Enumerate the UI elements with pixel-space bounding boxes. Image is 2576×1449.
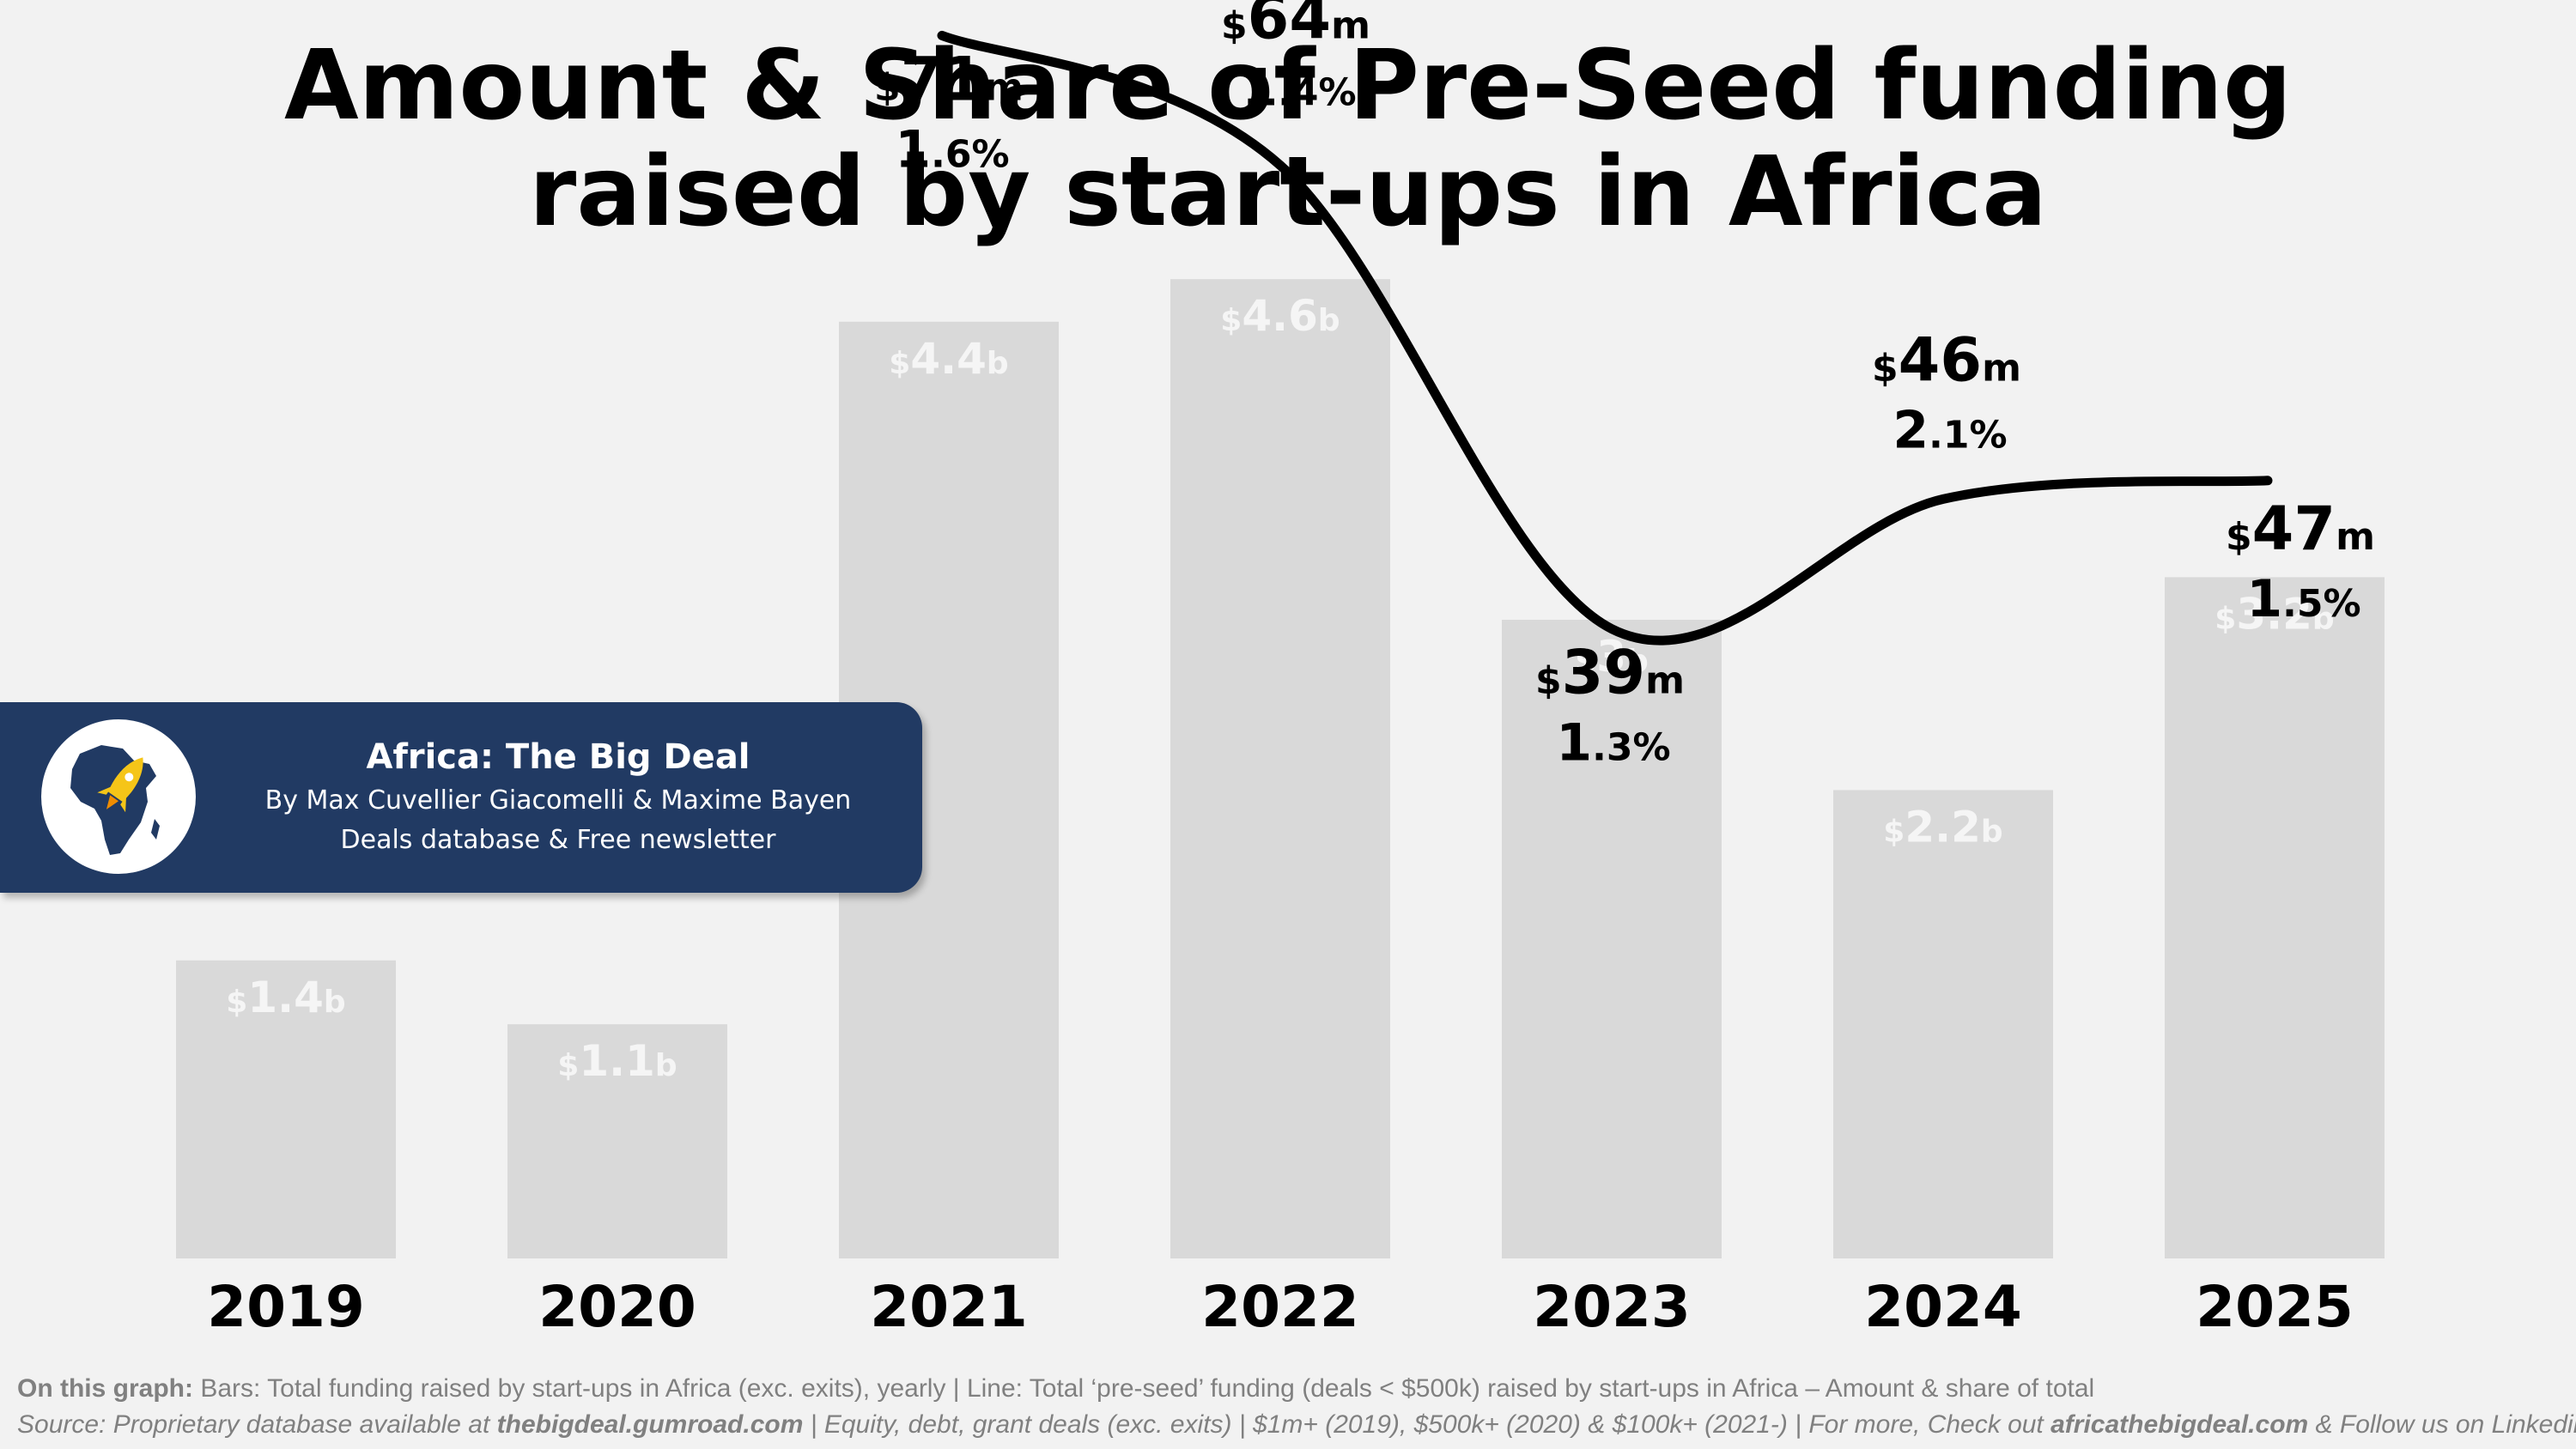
bar-label-unit: b: [1626, 644, 1649, 679]
pre-seed-share-2021: 1.6%: [895, 119, 1009, 179]
bar-2024: [1833, 790, 2053, 1258]
bar-label-prefix: $: [1883, 814, 1905, 849]
share-dec: .6%: [931, 132, 1009, 176]
pre-seed-amount-2023: $39m: [1535, 638, 1685, 708]
bar-label-2021: $4.4b: [889, 334, 1008, 384]
source-prefix: Source: Proprietary database available a…: [17, 1410, 497, 1439]
source-description: Source: Proprietary database available a…: [17, 1407, 2576, 1443]
graph-label: On this graph:: [17, 1374, 193, 1403]
amount-value: 64: [1248, 0, 1331, 53]
bar-label-2019: $1.4b: [226, 973, 345, 1022]
bar-label-value: 2.2: [1905, 802, 1981, 852]
share-dec: .5%: [2282, 582, 2360, 626]
pre-seed-amount-2024: $46m: [1872, 324, 2021, 395]
brand-box[interactable]: Africa: The Big Deal By Max Cuvellier Gi…: [0, 702, 922, 893]
bar-label-2024: $2.2b: [1883, 802, 2002, 852]
share-dec: .1%: [1929, 413, 2007, 457]
year-label-2021: 2021: [870, 1274, 1028, 1340]
bar-2019: [176, 960, 396, 1258]
amount-prefix: $: [1535, 659, 1562, 703]
bar-label-unit: b: [324, 985, 346, 1020]
bar-label-unit: b: [2312, 601, 2335, 636]
chart-title-line-2: raised by start-ups in Africa: [529, 136, 2047, 248]
line-layer: [937, 30, 2273, 646]
bar-label-value: 3: [1596, 632, 1626, 682]
bar-2020: [507, 1024, 727, 1258]
share-int: 2: [1893, 400, 1929, 460]
amount-prefix: $: [874, 65, 901, 109]
bar-label-prefix: $: [557, 1048, 579, 1083]
bar-2025: [2165, 577, 2385, 1258]
year-label-2022: 2022: [1201, 1274, 1359, 1340]
bar-label-value: 1.1: [579, 1036, 655, 1086]
pre-seed-share-2025: 1.5%: [2246, 569, 2360, 629]
pre-seed-share-2022: 1.4%: [1242, 58, 1356, 118]
bar-label-value: 1.4: [247, 973, 324, 1022]
amount-unit: m: [1982, 346, 2021, 390]
chart-title-line-1: Amount & Share of Pre-Seed funding: [284, 30, 2292, 142]
amount-prefix: $: [2226, 515, 2252, 559]
source-suffix: & Follow us on Linkedin: [2308, 1410, 2576, 1439]
bar-2023: [1502, 620, 1722, 1258]
bar-label-2023: $3b: [1575, 632, 1649, 682]
pre-seed-amount-2025: $47m: [2226, 494, 2375, 564]
amount-value: 71: [901, 44, 984, 114]
pre-seed-amount-2022: $64m: [1221, 0, 1370, 53]
share-int: 1: [1242, 58, 1278, 118]
bar-label-unit: b: [987, 346, 1009, 381]
source-middle: | Equity, debt, grant deals (exc. exits)…: [803, 1410, 2051, 1439]
amount-unit: m: [1331, 4, 1370, 48]
amount-prefix: $: [1221, 4, 1248, 48]
bar-label-2020: $1.1b: [557, 1036, 677, 1086]
source-site[interactable]: africathebigdeal.com: [2050, 1410, 2309, 1439]
year-label-2020: 2020: [538, 1274, 696, 1340]
labels-layer: $1.4b2019$1.1b2020$4.4b2021$4.6b2022$3b2…: [207, 0, 2375, 1340]
bar-label-value: 4.4: [910, 334, 987, 384]
amount-unit: m: [2336, 515, 2375, 559]
bar-2022: [1170, 279, 1390, 1259]
pre-seed-amount-2021: $71m: [874, 44, 1024, 114]
brand-tagline: Deals database & Free newsletter: [340, 825, 776, 855]
amount-value: 47: [2252, 494, 2336, 564]
africa-rocket-icon: [70, 745, 160, 855]
bar-label-unit: b: [655, 1048, 677, 1083]
bar-label-prefix: $: [2215, 601, 2236, 636]
year-label-2024: 2024: [1864, 1274, 2022, 1340]
graph-text: Bars: Total funding raised by start-ups …: [193, 1374, 2095, 1403]
share-int: 1: [1556, 713, 1592, 773]
pre-seed-share-2023: 1.3%: [1556, 713, 1670, 773]
year-label-2023: 2023: [1533, 1274, 1691, 1340]
brand-name: Africa: The Big Deal: [366, 737, 750, 777]
bar-label-unit: b: [1981, 814, 2003, 849]
brand-text: Africa: The Big Deal By Max Cuvellier Gi…: [223, 733, 893, 860]
africa-rocket-logo: [41, 719, 196, 874]
bar-label-unit: b: [1318, 303, 1340, 338]
footnote: On this graph: Bars: Total funding raise…: [17, 1371, 2576, 1443]
share-dec: .3%: [1592, 726, 1670, 770]
bar-label-prefix: $: [1575, 644, 1596, 679]
bar-label-prefix: $: [1220, 303, 1242, 338]
year-label-2025: 2025: [2196, 1274, 2354, 1340]
bar-label-2022: $4.6b: [1220, 291, 1340, 341]
graph-description: On this graph: Bars: Total funding raise…: [17, 1371, 2567, 1407]
amount-unit: m: [984, 65, 1024, 109]
brand-authors: By Max Cuvellier Giacomelli & Maxime Bay…: [264, 785, 852, 815]
share-int: 1: [2246, 569, 2282, 629]
bar-label-prefix: $: [226, 985, 247, 1020]
amount-value: 39: [1562, 638, 1645, 708]
bar-label-value: 4.6: [1242, 291, 1318, 341]
bar-label-value: 3.2: [2236, 589, 2312, 639]
share-dec: .4%: [1278, 71, 1356, 115]
bar-label-2025: $3.2b: [2215, 589, 2334, 639]
amount-prefix: $: [1872, 346, 1899, 390]
amount-unit: m: [1645, 659, 1685, 703]
amount-value: 46: [1899, 324, 1982, 395]
bar-label-prefix: $: [889, 346, 910, 381]
source-link[interactable]: thebigdeal.gumroad.com: [496, 1410, 804, 1439]
share-int: 1: [895, 119, 931, 179]
year-label-2019: 2019: [207, 1274, 365, 1340]
pre-seed-share-2024: 2.1%: [1893, 400, 2007, 460]
pre-seed-line: [937, 30, 2273, 646]
